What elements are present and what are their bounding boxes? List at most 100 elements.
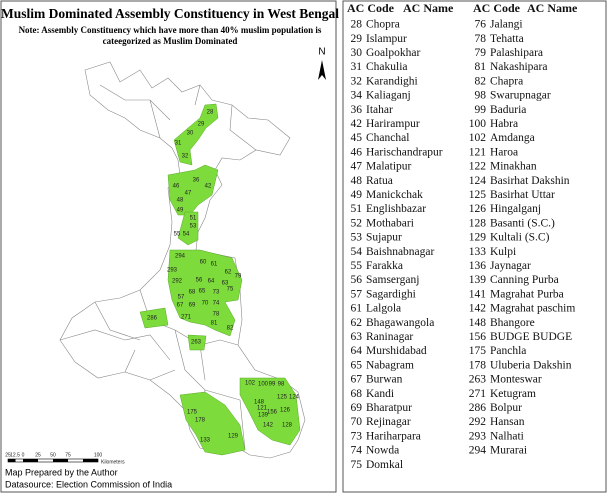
credit: Map Prepared by the Author xyxy=(5,467,118,477)
ac-code: 156 xyxy=(469,331,487,343)
map-note: cateegorized as Muslim Dominated xyxy=(103,36,238,46)
ac-code: 175 xyxy=(469,345,487,357)
constituency-label: 49 xyxy=(177,208,184,214)
scale-label: 12.5 xyxy=(10,452,20,458)
constituency-label: 294 xyxy=(175,254,186,260)
ac-name: Murarai xyxy=(490,445,527,457)
ac-name: Ratua xyxy=(366,175,393,187)
ac-code: 122 xyxy=(469,161,487,173)
highlighted-constituencies xyxy=(139,103,301,456)
ac-code: 31 xyxy=(351,61,363,73)
constituency-label: 98 xyxy=(278,382,285,388)
ac-code: 100 xyxy=(469,118,487,130)
ac-code: 148 xyxy=(469,317,487,329)
ac-code: 74 xyxy=(351,445,363,457)
constituency-label: 62 xyxy=(225,270,232,276)
ac-code: 56 xyxy=(351,274,363,286)
scale-label: 50 xyxy=(50,452,56,458)
ac-code: 124 xyxy=(469,175,487,187)
ac-name: Basirhat Dakshin xyxy=(490,175,570,187)
constituency-label: 293 xyxy=(167,268,178,274)
ac-name: Bolpur xyxy=(490,402,522,414)
ac-code: 54 xyxy=(351,246,363,258)
ac-name: Panchla xyxy=(490,345,526,357)
ac-code: 141 xyxy=(469,288,487,300)
ac-name: Minakhan xyxy=(490,161,537,173)
scale-label: 25 xyxy=(5,452,11,458)
constituency-label: 100 xyxy=(258,382,269,388)
ac-name: Lalgola xyxy=(366,303,401,315)
constituency-label: 78 xyxy=(213,312,220,318)
ac-code: 52 xyxy=(351,217,363,229)
constituency-label: 42 xyxy=(205,184,212,190)
map-title: Muslim Dominated Assembly Constituency i… xyxy=(1,6,339,21)
ac-name: Nalhati xyxy=(490,430,524,442)
ac-code: 46 xyxy=(351,146,363,158)
ac-code: 64 xyxy=(351,345,363,357)
ac-code: 142 xyxy=(469,303,487,315)
scale-label: 100 xyxy=(94,452,103,458)
ac-code: 126 xyxy=(469,203,487,215)
ac-name: Chopra xyxy=(366,19,400,31)
ac-name: Bhagawangola xyxy=(366,317,434,329)
constituency-label: 129 xyxy=(228,434,239,440)
constituency-label: 36 xyxy=(193,178,200,184)
ac-name: Karandighi xyxy=(366,75,418,87)
ac-name: Ketugram xyxy=(490,388,536,400)
ac-name: Magrahat paschim xyxy=(490,303,575,315)
ac-code: 48 xyxy=(351,175,363,187)
constituency-label: 61 xyxy=(211,262,218,268)
ac-name: Farakka xyxy=(366,260,403,272)
ac-name: Raninagar xyxy=(366,331,413,343)
ac-name: Baduria xyxy=(490,104,526,116)
ac-name: Kulpi xyxy=(490,246,516,258)
constituency-label: 55 xyxy=(174,232,181,238)
constituency-label: 142 xyxy=(263,423,274,429)
ac-code: 79 xyxy=(475,47,487,59)
constituency-label: 292 xyxy=(172,279,183,285)
ac-code: 63 xyxy=(351,331,363,343)
constituency-label: 68 xyxy=(189,290,196,296)
ac-name: Rejinagar xyxy=(366,416,411,428)
ac-name: Haroa xyxy=(490,146,518,158)
constituency-label: 70 xyxy=(202,301,209,307)
ac-name: Burwan xyxy=(366,374,403,386)
ac-code: 263 xyxy=(469,374,487,386)
ac-code: 28 xyxy=(351,19,363,31)
ac-code: 73 xyxy=(351,430,363,442)
ac-code: 102 xyxy=(469,132,487,144)
ac-name: Chapra xyxy=(490,75,523,87)
constituency-label: 73 xyxy=(213,290,220,296)
ac-code: 76 xyxy=(475,19,487,31)
scale-bar xyxy=(7,458,99,463)
ac-name: Hingalganj xyxy=(490,203,541,215)
ac-name: Manickchak xyxy=(366,189,423,201)
ac-code: 68 xyxy=(351,388,363,400)
constituency-label: 60 xyxy=(200,260,207,266)
constituency-label: 124 xyxy=(289,395,300,401)
constituency-label: 126 xyxy=(280,408,291,414)
ac-code: 81 xyxy=(475,61,487,73)
ac-name: Bharatpur xyxy=(366,402,412,414)
ac-code: 293 xyxy=(469,430,487,442)
constituency-label: 133 xyxy=(200,438,211,444)
ac-code: 121 xyxy=(469,146,487,158)
constituency-label: 99 xyxy=(269,382,276,388)
ac-name: Basanti (S.C.) xyxy=(490,217,555,229)
ac-code: 75 xyxy=(351,459,363,471)
ac-code: 125 xyxy=(469,189,487,201)
ac-code: 57 xyxy=(351,288,363,300)
ac-name: Samserganj xyxy=(366,274,419,286)
ac-code: 51 xyxy=(351,203,363,215)
constituency-label: 65 xyxy=(199,289,206,295)
ac-code: 53 xyxy=(351,232,363,244)
constituency-label: 32 xyxy=(182,154,189,160)
constituency-label: 64 xyxy=(208,279,215,285)
ac-name: Harischandrapur xyxy=(366,146,443,158)
ac-name: Chanchal xyxy=(366,132,409,144)
constituency-label: 81 xyxy=(211,321,218,327)
ac-name: Baishnabnagar xyxy=(366,246,435,258)
column-header: AC Code xyxy=(473,1,521,15)
constituency-label: 74 xyxy=(213,301,220,307)
